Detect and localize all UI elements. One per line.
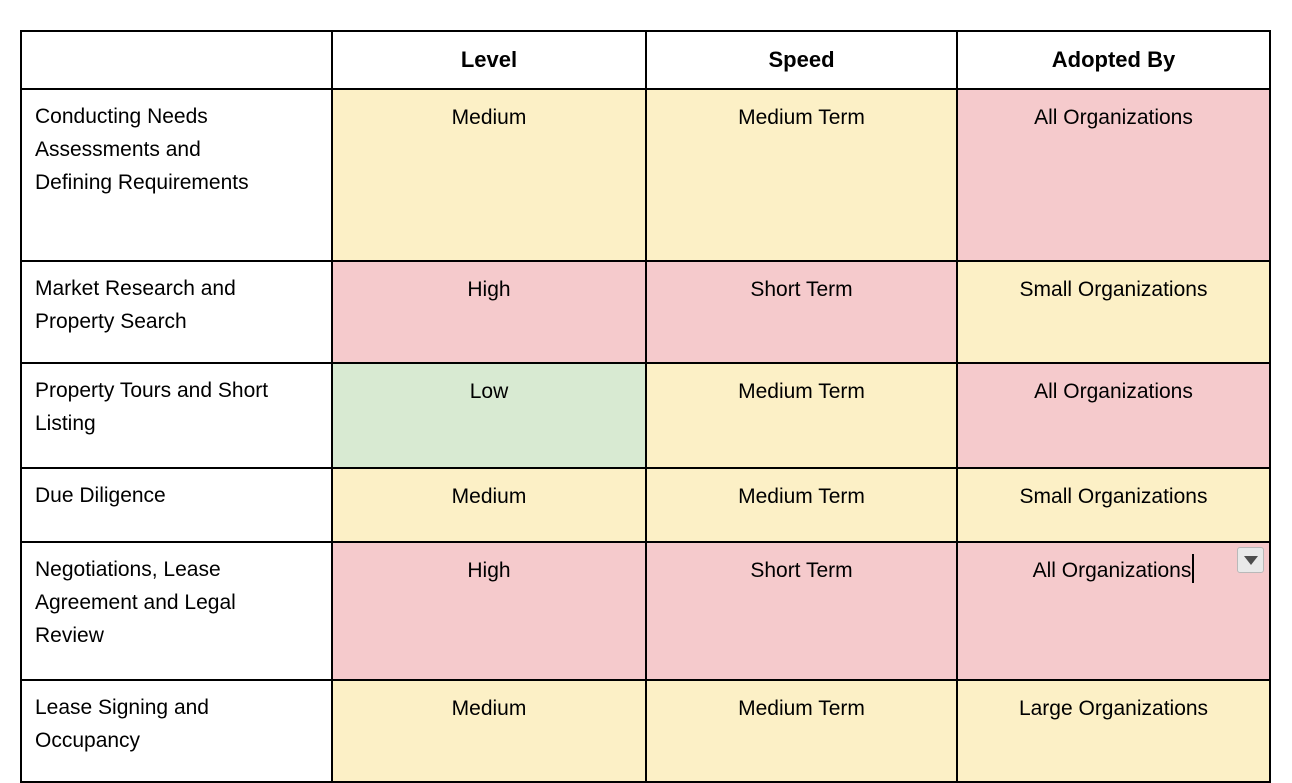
cell-text: Medium — [451, 106, 527, 129]
table-row: Lease Signing and Occupancy Medium Mediu… — [20, 679, 1271, 783]
row-label-text: Property Tours and Short Listing — [35, 379, 269, 435]
cell-speed[interactable]: Short Term — [645, 541, 958, 681]
row-label-property-tours[interactable]: Property Tours and Short Listing — [20, 362, 333, 469]
cell-text: Medium — [451, 485, 527, 508]
cell-adopted-by[interactable]: All Organizations — [956, 88, 1271, 262]
cell-text: Low — [469, 380, 509, 403]
column-header-speed[interactable]: Speed — [645, 30, 958, 90]
cell-text: Small Organizations — [1019, 278, 1208, 301]
cell-level[interactable]: High — [331, 260, 647, 364]
row-label-text: Negotiations, Lease Agreement and Legal … — [35, 558, 236, 647]
cell-level[interactable]: Medium — [331, 679, 647, 783]
row-label-text: Conducting Needs Assessments and Definin… — [35, 105, 249, 194]
row-label-text: Lease Signing and Occupancy — [35, 696, 209, 752]
table-row: Market Research and Property Search High… — [20, 260, 1271, 364]
cell-level[interactable]: Low — [331, 362, 647, 469]
dropdown-arrow-icon — [1243, 555, 1258, 565]
row-label-negotiations[interactable]: Negotiations, Lease Agreement and Legal … — [20, 541, 333, 681]
cell-speed[interactable]: Medium Term — [645, 362, 958, 469]
cell-text: All Organizations — [1032, 559, 1192, 582]
header-row: Level Speed Adopted By — [20, 30, 1271, 90]
cell-speed[interactable]: Medium Term — [645, 88, 958, 262]
cell-text: All Organizations — [1034, 106, 1193, 129]
row-label-needs-assessment[interactable]: Conducting Needs Assessments and Definin… — [20, 88, 333, 262]
cell-text: Medium — [451, 697, 527, 720]
cell-speed[interactable]: Medium Term — [645, 467, 958, 543]
cell-adopted-by[interactable]: All Organizations — [956, 362, 1271, 469]
cell-text: Medium Term — [738, 380, 865, 403]
cell-text: Short Term — [750, 559, 853, 582]
cell-text: Medium Term — [738, 106, 865, 129]
cell-speed[interactable]: Short Term — [645, 260, 958, 364]
cell-adopted-by[interactable]: Large Organizations — [956, 679, 1271, 783]
cell-text: High — [467, 559, 511, 582]
text-cursor — [1192, 554, 1195, 583]
row-label-text: Due Diligence — [35, 484, 166, 507]
table-row: Negotiations, Lease Agreement and Legal … — [20, 541, 1271, 681]
dropdown-arrow-button[interactable] — [1237, 547, 1264, 573]
cell-level[interactable]: Medium — [331, 88, 647, 262]
cell-adopted-by-active[interactable]: All Organizations — [956, 541, 1271, 681]
table-row: Due Diligence Medium Medium Term Small O… — [20, 467, 1271, 543]
cell-speed[interactable]: Medium Term — [645, 679, 958, 783]
column-header-level[interactable]: Level — [331, 30, 647, 90]
cell-adopted-by[interactable]: Small Organizations — [956, 260, 1271, 364]
cell-text: Small Organizations — [1019, 485, 1208, 508]
comparison-table: Level Speed Adopted By Conducting Needs … — [20, 30, 1271, 783]
cell-text: All Organizations — [1034, 380, 1193, 403]
cell-text: High — [467, 278, 511, 301]
cell-text: Medium Term — [738, 485, 865, 508]
row-label-due-diligence[interactable]: Due Diligence — [20, 467, 333, 543]
cell-adopted-by[interactable]: Small Organizations — [956, 467, 1271, 543]
cell-text: Medium Term — [738, 697, 865, 720]
column-header-adopted-by[interactable]: Adopted By — [956, 30, 1271, 90]
row-label-lease-signing[interactable]: Lease Signing and Occupancy — [20, 679, 333, 783]
table-row: Conducting Needs Assessments and Definin… — [20, 88, 1271, 262]
document-table-container: Level Speed Adopted By Conducting Needs … — [20, 30, 1271, 783]
cell-text: Short Term — [750, 278, 853, 301]
cell-level[interactable]: Medium — [331, 467, 647, 543]
table-row: Property Tours and Short Listing Low Med… — [20, 362, 1271, 469]
row-label-market-research[interactable]: Market Research and Property Search — [20, 260, 333, 364]
cell-level[interactable]: High — [331, 541, 647, 681]
cell-text: Large Organizations — [1018, 697, 1209, 720]
row-label-text: Market Research and Property Search — [35, 277, 236, 333]
header-blank-cell[interactable] — [20, 30, 333, 90]
